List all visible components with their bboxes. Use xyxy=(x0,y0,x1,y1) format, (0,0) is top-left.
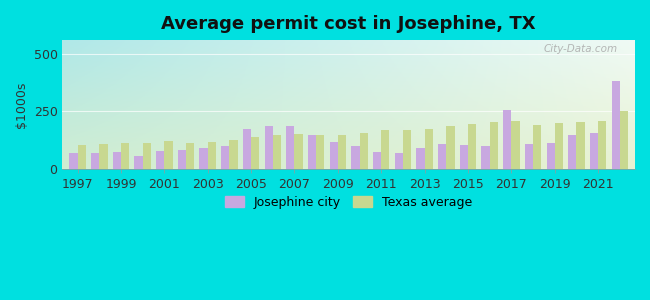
Bar xyxy=(503,110,512,169)
Bar xyxy=(142,143,151,169)
Bar xyxy=(395,153,403,169)
Bar xyxy=(70,153,77,169)
Bar xyxy=(424,129,433,169)
Bar xyxy=(382,130,389,169)
Bar xyxy=(229,140,238,169)
Bar xyxy=(547,143,554,169)
Bar xyxy=(112,152,121,169)
Bar xyxy=(208,142,216,169)
Bar xyxy=(99,144,107,169)
Bar xyxy=(178,150,186,169)
Bar xyxy=(77,145,86,169)
Bar xyxy=(359,133,368,169)
Bar xyxy=(489,122,498,169)
Bar xyxy=(554,123,563,169)
Bar xyxy=(135,156,142,169)
Bar xyxy=(373,152,382,169)
Bar xyxy=(330,142,338,169)
Bar xyxy=(316,135,324,169)
Bar xyxy=(286,126,294,169)
Bar xyxy=(468,124,476,169)
Bar xyxy=(273,135,281,169)
Bar xyxy=(251,137,259,169)
Bar xyxy=(417,148,424,169)
Title: Average permit cost in Josephine, TX: Average permit cost in Josephine, TX xyxy=(161,15,536,33)
Bar xyxy=(590,133,598,169)
Bar xyxy=(438,144,447,169)
Bar xyxy=(200,148,208,169)
Bar xyxy=(351,146,359,169)
Bar xyxy=(294,134,303,169)
Bar xyxy=(91,153,99,169)
Bar xyxy=(221,146,229,169)
Bar xyxy=(403,130,411,169)
Bar xyxy=(308,135,316,169)
Y-axis label: $1000s: $1000s xyxy=(15,81,28,128)
Bar xyxy=(533,125,541,169)
Bar xyxy=(338,135,346,169)
Bar xyxy=(482,146,489,169)
Bar xyxy=(598,121,606,169)
Bar xyxy=(612,82,620,169)
Bar xyxy=(164,141,173,169)
Bar xyxy=(121,143,129,169)
Bar xyxy=(186,143,194,169)
Bar xyxy=(265,126,273,169)
Bar xyxy=(568,135,577,169)
Bar xyxy=(243,129,251,169)
Text: City-Data.com: City-Data.com xyxy=(543,44,618,54)
Bar xyxy=(460,145,468,169)
Legend: Josephine city, Texas average: Josephine city, Texas average xyxy=(220,191,477,214)
Bar xyxy=(577,122,585,169)
Bar xyxy=(512,121,519,169)
Bar xyxy=(620,111,628,169)
Bar xyxy=(156,151,164,169)
Bar xyxy=(447,126,454,169)
Bar xyxy=(525,144,533,169)
